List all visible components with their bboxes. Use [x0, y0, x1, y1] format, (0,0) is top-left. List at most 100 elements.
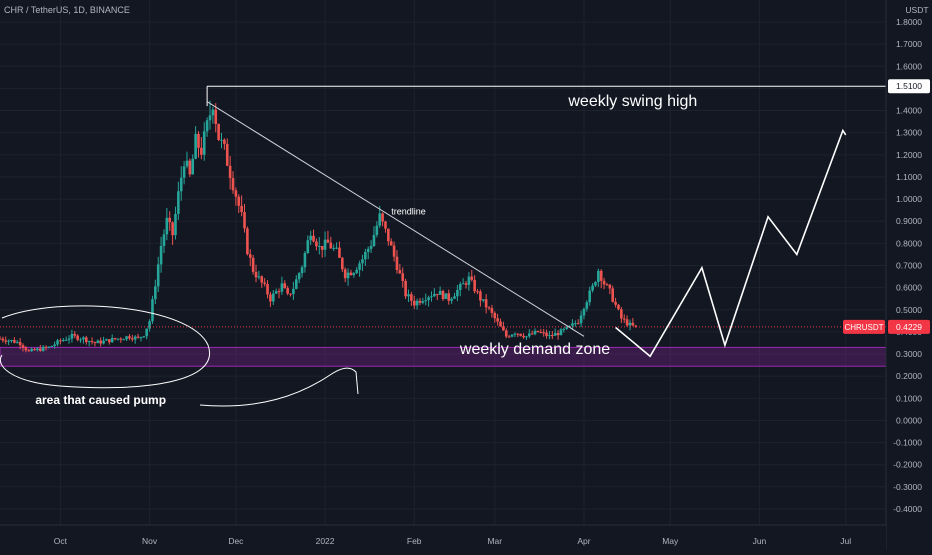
candle-body: [527, 333, 531, 337]
candle-body: [576, 323, 580, 325]
candle-body: [231, 178, 235, 191]
candle-body: [4, 340, 8, 342]
candle-body: [73, 333, 77, 336]
candle-body: [79, 339, 82, 341]
candle-body: [387, 228, 390, 242]
candle-body: [208, 115, 212, 121]
candle-body: [467, 276, 471, 285]
candle-body: [162, 234, 166, 247]
y-tick-label: 1.0000: [896, 194, 922, 204]
candle-body: [565, 326, 568, 329]
candle-body: [59, 340, 62, 342]
candle-body: [599, 270, 603, 281]
symbol-title: CHR / TetherUS, 1D, BINANCE: [4, 5, 130, 15]
candle-body: [481, 299, 485, 301]
x-tick-label: Feb: [407, 536, 422, 546]
candle-body: [286, 288, 289, 294]
y-tick-label: 0.1000: [896, 393, 922, 403]
candle-body: [427, 297, 430, 301]
candle-body: [61, 339, 65, 341]
candle-body: [47, 346, 51, 348]
symbol-tag-text: CHRUSDT: [844, 323, 883, 332]
candle-body: [349, 272, 353, 276]
y-tick-label: 1.2000: [896, 150, 922, 160]
candle-body: [159, 246, 163, 265]
candle-body: [415, 300, 419, 306]
candle-body: [510, 334, 514, 337]
candle-body: [516, 333, 520, 335]
candle-body: [283, 283, 287, 289]
candle-body: [240, 205, 243, 213]
candle-body: [171, 222, 174, 236]
candle-body: [499, 321, 502, 327]
candle-body: [444, 293, 448, 299]
candle-body: [257, 276, 261, 278]
candle-body: [217, 123, 220, 140]
candle-body: [33, 349, 36, 351]
candle-body: [479, 291, 482, 301]
candle-body: [243, 212, 246, 229]
candle-body: [458, 284, 462, 290]
candle-body: [18, 341, 22, 346]
y-tick-label: 0.0000: [896, 415, 922, 425]
candle-body: [151, 299, 154, 322]
candle-body: [303, 252, 307, 268]
candle-body: [191, 158, 195, 175]
candle-body: [605, 284, 609, 286]
candle-body: [90, 341, 94, 343]
candle-body: [306, 240, 310, 253]
candle-body: [470, 276, 474, 280]
candle-body: [384, 221, 387, 229]
candle-body: [108, 339, 111, 343]
candle-body: [378, 213, 382, 226]
candle-body: [332, 247, 335, 249]
candle-body: [628, 322, 632, 326]
candle-body: [574, 323, 577, 325]
candle-body: [438, 290, 442, 295]
candle-body: [323, 239, 327, 250]
candle-body: [274, 291, 278, 294]
candle-body: [102, 340, 105, 344]
candle-body: [545, 332, 548, 336]
candle-body: [539, 331, 543, 333]
candle-body: [435, 293, 439, 295]
x-tick-label: Oct: [54, 536, 68, 546]
candle-body: [424, 300, 428, 302]
candle-body: [450, 298, 453, 301]
candle-body: [536, 330, 540, 332]
candles: [0, 100, 638, 353]
candle-body: [205, 120, 209, 132]
candle-body: [148, 321, 151, 329]
candle-body: [412, 300, 416, 306]
candle-body: [202, 131, 206, 155]
candle-body: [519, 333, 522, 336]
candle-body: [271, 293, 275, 302]
candle-body: [548, 335, 551, 337]
candle-body: [559, 329, 563, 336]
candle-body: [484, 299, 488, 308]
x-tick-label: May: [662, 536, 679, 546]
demand-zone-layer: [0, 346, 887, 367]
candle-body: [131, 338, 134, 340]
candle-body: [15, 341, 19, 343]
annotation-label: trendline: [391, 207, 426, 217]
x-tick-label: Apr: [577, 536, 590, 546]
candle-body: [395, 256, 399, 270]
pointer-curve: [199, 367, 359, 407]
candle-body: [13, 340, 16, 343]
candle-body: [136, 336, 140, 338]
y-tick-label: 1.6000: [896, 61, 922, 71]
grid: [0, 0, 886, 525]
annotation-label: area that caused pump: [35, 393, 166, 407]
current-price-text: 0.4229: [896, 322, 922, 332]
candle-body: [620, 309, 623, 319]
candle-body: [113, 338, 117, 340]
candle-body: [174, 213, 177, 236]
candle-body: [119, 338, 123, 340]
candle-body: [188, 160, 192, 175]
candle-body: [87, 341, 91, 343]
drawings: weekly swing high weekly demand zone trend…: [0, 85, 886, 407]
